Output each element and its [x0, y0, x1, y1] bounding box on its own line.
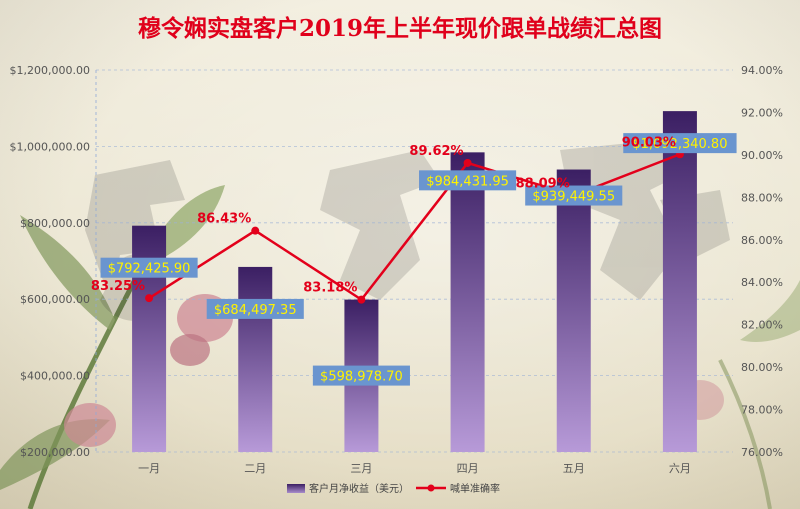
bar-data-label: $984,431.95	[426, 174, 509, 189]
y-left-tick-label: $1,200,000.00	[10, 64, 90, 77]
axes: $200,000.00 $400,000.00 $600,000.00 $800,00…	[10, 64, 783, 475]
bar-data-label: $1,092,340.80	[632, 137, 727, 152]
bar-label-box	[525, 185, 623, 206]
bar-data-label: $792,425.90	[108, 262, 191, 277]
chart-title: 穆令娴实盘客户2019年上半年现价跟单战绩汇总图	[138, 15, 662, 42]
x-tick-label: 五月	[563, 462, 585, 475]
bar-label-box	[100, 257, 198, 278]
line-point	[145, 294, 154, 303]
line-point	[251, 226, 260, 235]
line-data-label: 83.18%	[303, 281, 357, 296]
bar-data-label: $598,978.70	[320, 370, 403, 385]
bar	[450, 152, 485, 453]
y-right-tick-label: 92.00%	[741, 106, 783, 119]
y-right-tick-label: 84.00%	[741, 276, 783, 289]
legend-label-bar: 客户月净收益（美元）	[309, 482, 409, 495]
x-tick-label: 二月	[244, 462, 266, 475]
bar-data-label: $939,449.55	[532, 190, 615, 205]
gridlines	[95, 69, 733, 453]
bar-label-box	[419, 170, 517, 191]
y-right-tick-label: 88.00%	[741, 191, 783, 204]
line-data-label: 90.03%	[622, 135, 676, 150]
y-right-tick-label: 78.00%	[741, 404, 783, 417]
x-tick-label: 三月	[350, 462, 372, 475]
bar-label-box	[312, 365, 410, 386]
y-right-tick-label: 86.00%	[741, 234, 783, 247]
data-labels: $792,425.90 $684,497.35 $598,978.70 $984,43…	[91, 133, 737, 386]
line-point	[463, 158, 472, 167]
bar	[662, 111, 697, 452]
y-left-tick-label: $400,000.00	[20, 370, 90, 383]
bar	[556, 169, 591, 452]
line-data-label: 83.25%	[91, 279, 145, 294]
line-data-label: 88.09%	[516, 176, 570, 191]
y-left-tick-label: $1,000,000.00	[10, 140, 90, 153]
bar	[238, 266, 273, 452]
y-right-tick-label: 76.00%	[741, 446, 783, 459]
legend: 客户月净收益（美元） 喊单准确率	[287, 482, 500, 495]
line-data-label: 86.43%	[197, 212, 251, 227]
bar-data-label: $684,497.35	[214, 303, 297, 318]
y-left-tick-label: $800,000.00	[20, 217, 90, 230]
legend-swatch-marker	[427, 484, 435, 492]
line-data-label: 89.62%	[409, 144, 463, 159]
y-right-tick-label: 80.00%	[741, 361, 783, 374]
x-tick-label: 六月	[669, 462, 691, 475]
line-point	[357, 295, 366, 304]
y-right-tick-label: 82.00%	[741, 319, 783, 332]
x-tick-label: 一月	[138, 462, 160, 475]
legend-label-line: 喊单准确率	[450, 482, 500, 495]
x-tick-label: 四月	[457, 462, 479, 475]
y-left-tick-label: $200,000.00	[20, 446, 90, 459]
y-left-tick-label: $600,000.00	[20, 293, 90, 306]
bar-label-box	[623, 133, 737, 154]
y-right-tick-label: 94.00%	[741, 64, 783, 77]
bar-label-box	[206, 298, 304, 319]
legend-swatch-bar	[287, 484, 305, 493]
y-right-tick-label: 90.00%	[741, 149, 783, 162]
